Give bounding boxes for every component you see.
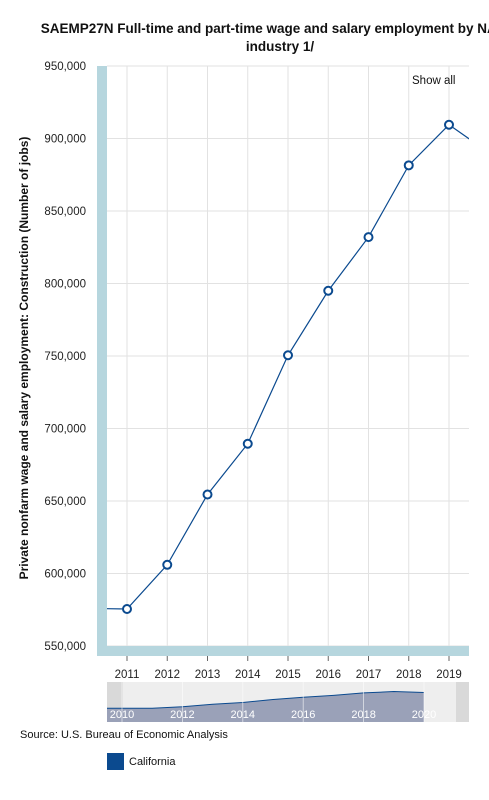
y-tick-label: 550,000 <box>44 641 86 653</box>
grid-lines <box>107 65 469 647</box>
navigator: 2010 2012 2014 2016 2018 2020 <box>107 682 469 722</box>
navigator-tick-label: 2010 <box>110 709 134 721</box>
data-point <box>162 559 173 570</box>
x-tick-label: 2018 <box>396 669 422 681</box>
x-axis-ticks: 2011 2012 2013 2014 2015 2016 2017 2018 2019 <box>115 656 462 681</box>
data-point <box>202 489 213 500</box>
navigator-line <box>107 691 425 709</box>
data-point <box>363 232 374 243</box>
legend-swatch <box>107 753 124 770</box>
navigator-tick-label: 2018 <box>351 709 375 721</box>
navigator-area <box>107 691 424 722</box>
y-tick-label: 800,000 <box>44 279 86 291</box>
chart-title-line-2: industry 1/ <box>245 39 315 54</box>
y-axis-ticks: 550,000 600,000 650,000 700,000 750,000 800,0… <box>44 61 86 653</box>
legend-item-california[interactable]: California <box>107 753 175 770</box>
chart-title: SAEMP27N Full-time and part-time wage an… <box>0 20 489 56</box>
x-tick-label: 2012 <box>154 669 180 681</box>
x-tick-label: 2015 <box>275 669 301 681</box>
y-tick-label: 850,000 <box>44 206 86 218</box>
x-tick-label: 2016 <box>315 669 341 681</box>
legend-label: California <box>129 755 176 768</box>
navigator-tick-label: 2012 <box>170 709 194 721</box>
data-point <box>403 160 414 171</box>
y-tick-label: 600,000 <box>44 569 86 581</box>
navigator-tick-label: 2020 <box>412 709 436 721</box>
x-tick-label: 2017 <box>356 669 382 681</box>
y-tick-label: 750,000 <box>44 351 86 363</box>
y-tick-label: 900,000 <box>44 134 86 146</box>
y-tick-label: 700,000 <box>44 424 86 436</box>
data-point <box>323 285 334 296</box>
x-tick-label: 2011 <box>115 669 140 681</box>
chart-title-line-1: SAEMP27N Full-time and part-time wage an… <box>40 21 489 36</box>
y-tick-label: 650,000 <box>44 496 86 508</box>
navigator-tick-label: 2014 <box>231 709 255 721</box>
y-axis-label: Private nonfarm wage and salary employme… <box>17 136 31 580</box>
data-point <box>122 604 132 615</box>
y-axis-band <box>97 66 107 646</box>
x-tick-label: 2014 <box>235 669 261 681</box>
data-point <box>283 350 293 361</box>
x-axis-band <box>97 646 469 656</box>
data-point <box>444 119 454 130</box>
source-note: Source: U.S. Bureau of Economic Analysis <box>20 729 228 741</box>
show-all-button[interactable]: Show all <box>412 75 456 87</box>
x-tick-label: 2013 <box>195 669 221 681</box>
x-tick-label: 2019 <box>436 669 462 681</box>
data-point <box>242 438 253 449</box>
navigator-tick-label: 2016 <box>291 709 315 721</box>
y-tick-label: 950,000 <box>44 61 86 73</box>
